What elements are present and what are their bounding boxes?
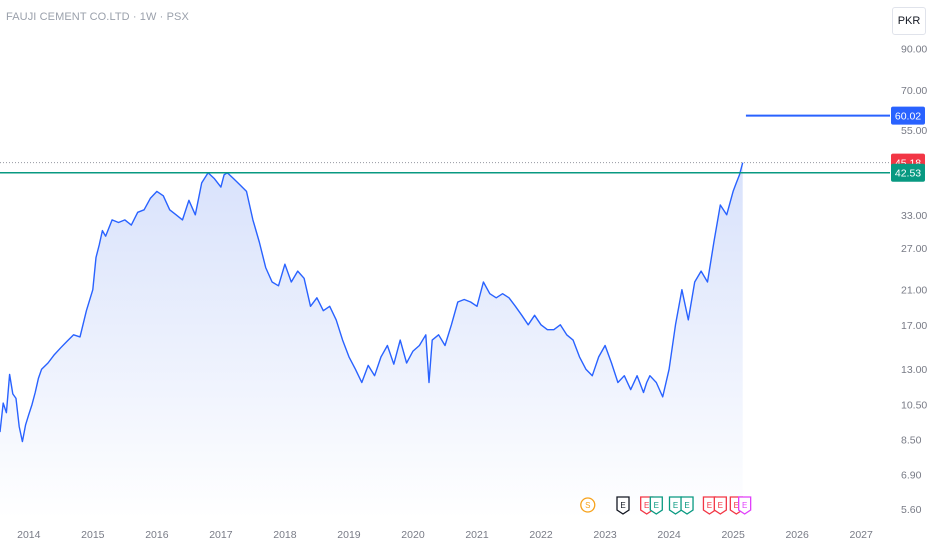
earnings-marker-shape xyxy=(668,496,683,515)
earnings-marker-shape xyxy=(702,496,717,515)
event-marker-letter: E xyxy=(718,501,723,510)
dividend-marker-circle xyxy=(580,497,596,513)
y-tick-label: 5.60 xyxy=(901,504,922,516)
earnings-marker[interactable]: E xyxy=(616,496,630,515)
event-marker-letter: E xyxy=(644,501,649,510)
earnings-marker[interactable]: E xyxy=(713,496,727,515)
currency-button[interactable]: PKR xyxy=(892,7,926,35)
x-tick-label: 2018 xyxy=(273,529,297,541)
event-marker-letter: E xyxy=(734,501,739,510)
earnings-marker[interactable]: E xyxy=(668,496,683,515)
event-marker-letter: E xyxy=(654,501,659,510)
y-tick-label: 90.00 xyxy=(901,43,927,55)
y-tick-label: 33.00 xyxy=(901,210,927,222)
chart-title: FAUJI CEMENT CO.LTD · 1W · PSX xyxy=(6,11,189,23)
target-price-label-bg xyxy=(891,106,925,125)
earnings-marker-shape xyxy=(616,496,630,515)
x-tick-label: 2014 xyxy=(17,529,41,541)
y-tick-label: 27.00 xyxy=(901,243,927,255)
y-tick-label: 10.50 xyxy=(901,400,927,412)
price-area-fill xyxy=(0,162,743,518)
x-tick-label: 2015 xyxy=(81,529,105,541)
y-tick-label: 8.50 xyxy=(901,435,922,447)
earnings-marker[interactable]: E xyxy=(649,496,663,515)
y-tick-label: 70.00 xyxy=(901,85,927,97)
earnings-marker-shape xyxy=(649,496,663,515)
y-tick-label: 13.00 xyxy=(901,364,927,376)
x-tick-label: 2017 xyxy=(209,529,233,541)
x-tick-label: 2027 xyxy=(850,529,874,541)
event-marker-letter: S xyxy=(585,501,590,510)
event-marker-letter: E xyxy=(742,501,747,510)
y-tick-label: 55.00 xyxy=(901,125,927,137)
event-marker-letter: E xyxy=(673,501,678,510)
event-marker-letter: E xyxy=(707,501,712,510)
earnings-marker[interactable]: E xyxy=(680,496,694,515)
earnings-marker-shape xyxy=(680,496,694,515)
resistance-price-label: 42.53 xyxy=(895,168,921,180)
x-tick-label: 2020 xyxy=(401,529,425,541)
x-tick-label: 2024 xyxy=(657,529,681,541)
earnings-marker[interactable]: E xyxy=(738,496,752,515)
x-tick-label: 2022 xyxy=(529,529,553,541)
x-tick-label: 2026 xyxy=(785,529,809,541)
earnings-marker[interactable]: E xyxy=(702,496,717,515)
target-price-label: 60.02 xyxy=(895,111,921,123)
x-tick-label: 2025 xyxy=(721,529,745,541)
earnings-marker-shape xyxy=(738,496,752,515)
price-line[interactable] xyxy=(0,162,744,443)
dividend-marker[interactable]: S xyxy=(580,497,596,513)
y-tick-label: 6.90 xyxy=(901,469,922,481)
x-tick-label: 2019 xyxy=(337,529,361,541)
x-tick-label: 2016 xyxy=(145,529,169,541)
event-marker-letter: E xyxy=(620,501,625,510)
x-tick-label: 2021 xyxy=(465,529,489,541)
earnings-marker-shape xyxy=(713,496,727,515)
y-tick-label: 21.00 xyxy=(901,285,927,297)
x-tick-label: 2023 xyxy=(593,529,617,541)
y-tick-label: 17.00 xyxy=(901,320,927,332)
event-marker-letter: E xyxy=(684,501,689,510)
resistance-price-label-bg xyxy=(891,163,925,182)
